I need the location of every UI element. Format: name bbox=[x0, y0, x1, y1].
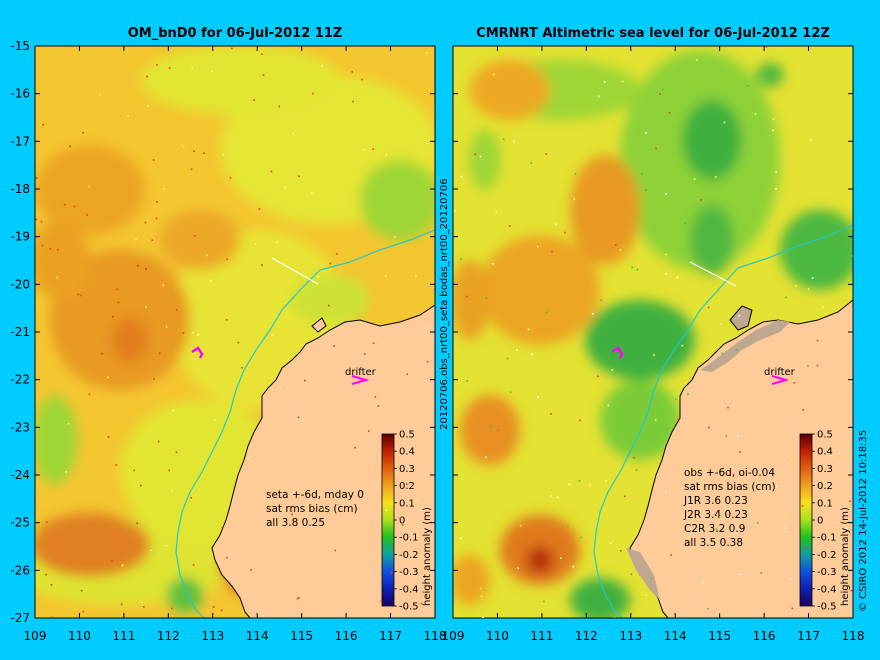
left-drifter-track bbox=[191, 346, 204, 359]
axes: -15 -16 -17 -18 -19 -20 -21 -22 -23 -24 -25 -26 -27 1… bbox=[10, 39, 864, 643]
colorbar-tick-label: 0.2 bbox=[399, 481, 415, 492]
colorbar-tick-label: 0.3 bbox=[399, 464, 415, 475]
x-tick-label: 116 bbox=[335, 629, 358, 643]
right-map-panel: CMRNRT Altimetric sea level for 06-Jul-2… bbox=[452, 26, 854, 619]
left-land bbox=[211, 304, 435, 618]
y-tick-label: -26 bbox=[10, 563, 30, 577]
x-tick-label: 111 bbox=[530, 629, 553, 643]
left-section-line bbox=[271, 257, 319, 285]
observation-dots bbox=[454, 46, 853, 618]
colorbar-tick-label: 0.5 bbox=[817, 430, 833, 441]
x-tick-label: 112 bbox=[575, 629, 598, 643]
right-stats-line-5: C2R 3.2 0.9 bbox=[684, 523, 745, 535]
x-tick-label: 114 bbox=[664, 629, 687, 643]
left-colorbar-label: height anomaly (m) bbox=[422, 507, 433, 606]
colorbar-tick-label: -0.1 bbox=[817, 533, 837, 544]
colorbar-tick-label: 0.2 bbox=[817, 481, 833, 492]
left-stats-line-3: all 3.8 0.25 bbox=[266, 517, 325, 529]
left-stats-line-2: sat rms bias (cm) bbox=[266, 503, 358, 515]
x-tick-label: 113 bbox=[201, 629, 224, 643]
y-tick-label: -18 bbox=[10, 182, 30, 196]
colorbar-tick-label: -0.1 bbox=[399, 533, 419, 544]
y-tick-label: -17 bbox=[10, 134, 30, 148]
y-tick-label: -20 bbox=[10, 277, 30, 291]
x-tick-label: 118 bbox=[842, 629, 865, 643]
right-stats-line-6: all 3.5 0.38 bbox=[684, 537, 743, 549]
colorbar-tick-label: -0.4 bbox=[817, 584, 837, 595]
left-drifter-marker bbox=[351, 375, 370, 385]
x-tick-label: 109 bbox=[442, 629, 465, 643]
right-section-line bbox=[689, 261, 737, 287]
y-tick-label: -21 bbox=[10, 325, 30, 339]
x-tick-label: 110 bbox=[486, 629, 509, 643]
colorbar-tick-label: -0.2 bbox=[399, 550, 419, 561]
colorbar-tick-label: 0.1 bbox=[817, 498, 833, 509]
colorbar-tick-label: -0.5 bbox=[399, 602, 419, 613]
colorbar-tick-label: 0.5 bbox=[399, 430, 415, 441]
right-shelf-contour bbox=[593, 224, 853, 618]
colorbar-tick-label: -0.3 bbox=[399, 567, 419, 578]
x-tick-label: 113 bbox=[619, 629, 642, 643]
x-tick-label: 115 bbox=[708, 629, 731, 643]
y-tick-label: -15 bbox=[10, 39, 30, 53]
left-shelf-contour bbox=[175, 229, 435, 618]
colorbar-tick-label: 0.4 bbox=[817, 447, 833, 458]
right-drifter-marker bbox=[771, 375, 790, 385]
left-colorbar bbox=[381, 433, 395, 607]
copyright-text: © CSIRO 2012 14-Jul-2012 10:18:35 bbox=[858, 430, 869, 612]
right-stats-line-3: J1R 3.6 0.23 bbox=[683, 495, 748, 507]
x-tick-label: 109 bbox=[24, 629, 47, 643]
colorbar-tick-label: -0.4 bbox=[399, 584, 419, 595]
colorbar-tick-label: -0.5 bbox=[817, 602, 837, 613]
x-tick-label: 114 bbox=[246, 629, 269, 643]
x-tick-label: 117 bbox=[797, 629, 820, 643]
left-colorbar-ticks: 0.5 0.4 0.3 0.2 0.1 0 -0.1 -0.2 -0.3 -0.4 -0.5 bbox=[394, 430, 419, 613]
y-tick-label: -25 bbox=[10, 516, 30, 530]
right-colorbar bbox=[799, 433, 813, 607]
y-tick-label: -23 bbox=[10, 420, 30, 434]
left-stats-line-1: seta +-6d, mday 0 bbox=[266, 489, 364, 501]
x-tick-label: 115 bbox=[290, 629, 313, 643]
right-colorbar-label: height anomaly (m) bbox=[840, 507, 851, 606]
colorbar-tick-label: -0.2 bbox=[817, 550, 837, 561]
y-tick-label: -19 bbox=[10, 230, 30, 244]
right-drifter-label: drifter bbox=[764, 367, 796, 378]
right-stats-line-4: J2R 3.4 0.23 bbox=[683, 509, 748, 521]
x-tick-label: 110 bbox=[68, 629, 91, 643]
middle-vertical-caption: 20120706.obs_nrt00_seta bodas_nrt00_2012… bbox=[439, 178, 450, 430]
colorbar-tick-label: 0.1 bbox=[399, 498, 415, 509]
left-sea-surface: drifter seta +-6d, mday 0 sat rms bias (… bbox=[35, 46, 435, 618]
left-drifter-label: drifter bbox=[345, 367, 377, 378]
right-colorbar-ticks: 0.5 0.4 0.3 0.2 0.1 0 -0.1 -0.2 -0.3 -0.4 -0.5 bbox=[812, 430, 837, 613]
colorbar-tick-label: 0 bbox=[817, 516, 823, 527]
right-panel-title: CMRNRT Altimetric sea level for 06-Jul-2… bbox=[476, 26, 830, 41]
x-tick-label: 112 bbox=[157, 629, 180, 643]
colorbar-tick-label: 0.3 bbox=[817, 464, 833, 475]
right-stats-line-2: sat rms bias (cm) bbox=[684, 481, 776, 493]
x-tick-label: 118 bbox=[424, 629, 447, 643]
colorbar-tick-label: -0.3 bbox=[817, 567, 837, 578]
x-tick-label: 117 bbox=[379, 629, 402, 643]
colorbar-tick-label: 0.4 bbox=[399, 447, 415, 458]
x-tick-label: 111 bbox=[112, 629, 135, 643]
right-sea-surface: drifter obs +-6d, oi-0.04 sat rms bias (… bbox=[453, 46, 853, 618]
left-map-panel: OM_bnD0 for 06-Jul-2012 11Z bbox=[34, 26, 436, 619]
y-tick-label: -16 bbox=[10, 87, 30, 101]
x-tick-label: 116 bbox=[753, 629, 776, 643]
y-tick-label: -22 bbox=[10, 373, 30, 387]
y-tick-label: -24 bbox=[10, 468, 30, 482]
right-stats-line-1: obs +-6d, oi-0.04 bbox=[684, 467, 775, 479]
left-panel-title: OM_bnD0 for 06-Jul-2012 11Z bbox=[128, 26, 343, 41]
right-drifter-track bbox=[611, 346, 624, 359]
y-tick-label: -27 bbox=[10, 611, 30, 625]
colorbar-tick-label: 0 bbox=[399, 516, 405, 527]
observation-dots bbox=[35, 47, 429, 618]
